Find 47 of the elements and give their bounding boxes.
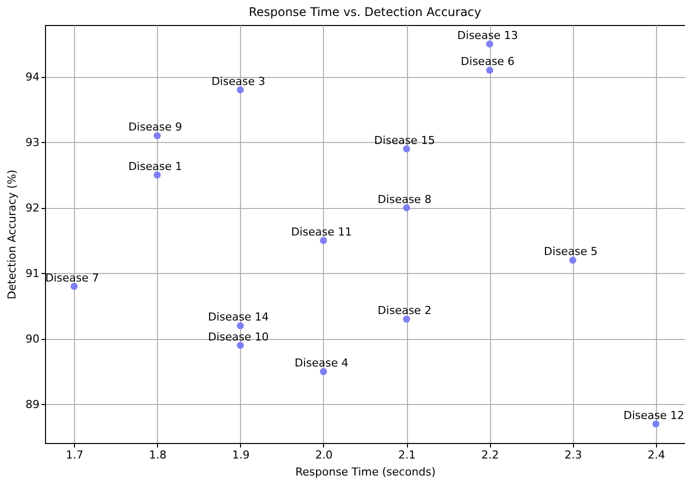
point: [320, 237, 327, 244]
y-tick-label: 91: [26, 266, 40, 280]
annotation: Disease 14: [208, 310, 269, 324]
point: [236, 322, 244, 330]
x-tick-label: 1.9: [232, 448, 250, 462]
annotation: Disease 10: [208, 330, 269, 344]
y-tick-label: 90: [26, 332, 40, 346]
point: [70, 282, 78, 290]
point: [486, 66, 494, 74]
x-tick-label: 2.3: [564, 448, 582, 462]
x-axis-title: Response Time (seconds): [295, 466, 436, 478]
point: [154, 132, 161, 140]
x-tick-label: 1.8: [148, 448, 166, 462]
point: [236, 342, 244, 349]
point: [486, 40, 494, 48]
point: [403, 145, 410, 152]
point: [236, 86, 244, 94]
annotation: Disease 12: [624, 409, 684, 422]
annotation: Disease 1: [128, 160, 182, 174]
point: [320, 368, 327, 376]
y-tick-label: 92: [26, 201, 40, 214]
annotation: Disease 9: [128, 120, 182, 134]
annotation: Disease 5: [544, 245, 598, 258]
chart-title: Response Time vs. Detection Accuracy: [248, 5, 482, 19]
point: [569, 256, 576, 264]
annotation: Disease 13: [457, 29, 518, 42]
annotation: Disease 4: [294, 356, 348, 370]
y-tick-label: 93: [26, 136, 40, 149]
x-tick-label: 1.7: [66, 448, 84, 462]
annotation: Disease 6: [460, 55, 515, 68]
y-axis-title: Detection Accuracy (%): [6, 170, 19, 300]
x-tick-label: 2.0: [315, 448, 333, 462]
x-tick-label: 2.4: [648, 448, 666, 462]
point: [652, 420, 660, 428]
annotation: Disease 2: [378, 304, 432, 318]
annotation: Disease 8: [378, 192, 432, 206]
annotation: Disease 11: [291, 226, 352, 239]
x-tick-label: 2.2: [481, 448, 499, 462]
y-tick-label: 89: [26, 398, 40, 411]
annotation: Disease 7: [45, 271, 99, 284]
x-tick-label: 2.1: [398, 448, 416, 462]
annotation: Disease 15: [374, 134, 435, 147]
point: [403, 316, 410, 323]
y-tick-label: 94: [26, 70, 40, 84]
annotation: Disease 3: [211, 74, 266, 88]
point: [403, 204, 410, 212]
point: [154, 172, 161, 179]
